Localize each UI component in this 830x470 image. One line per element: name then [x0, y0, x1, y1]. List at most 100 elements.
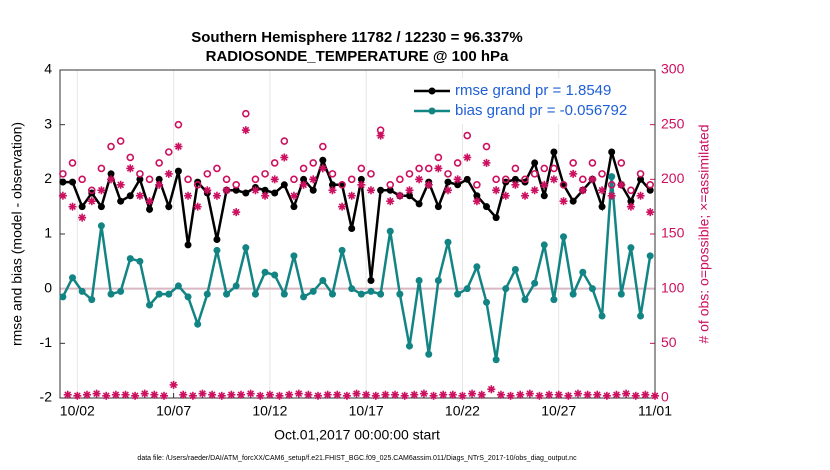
point: [511, 175, 519, 183]
point: [477, 390, 486, 399]
star-stroke: [280, 154, 288, 161]
star-stroke: [449, 391, 457, 399]
star-stroke: [434, 165, 442, 172]
point: [155, 180, 164, 189]
point: [646, 181, 654, 189]
star-stroke: [603, 392, 611, 400]
point: [593, 390, 602, 399]
point: [473, 192, 481, 200]
point: [116, 137, 125, 145]
star-stroke: [512, 181, 519, 189]
point: [602, 391, 611, 400]
point: [631, 391, 640, 400]
star-stroke: [93, 390, 100, 398]
y2-tick-label: 50: [661, 334, 677, 350]
x-tick-label: 10/22: [445, 403, 480, 419]
star-stroke: [459, 392, 466, 400]
point: [626, 202, 635, 211]
point: [627, 244, 635, 252]
point: [608, 173, 616, 181]
star-stroke: [218, 392, 226, 400]
point: [454, 181, 462, 189]
point: [598, 170, 606, 178]
star-stroke: [102, 392, 110, 400]
point: [126, 192, 134, 200]
point: [261, 191, 270, 200]
point: [560, 233, 568, 241]
x-axis-label: Oct.01,2017 00:00:00 start: [274, 427, 440, 443]
point: [521, 296, 529, 304]
point: [208, 390, 217, 399]
star-stroke: [454, 175, 462, 183]
point: [78, 287, 86, 295]
star-stroke: [406, 186, 413, 194]
star-stroke: [98, 186, 105, 194]
point: [203, 290, 211, 298]
star-stroke: [396, 192, 404, 200]
point: [434, 164, 443, 173]
star-stroke: [555, 391, 563, 399]
point: [434, 276, 442, 284]
point: [217, 391, 226, 400]
point: [492, 214, 500, 222]
point: [155, 175, 163, 183]
point: [213, 164, 221, 173]
star-stroke: [348, 192, 356, 200]
point: [468, 389, 477, 398]
point: [377, 290, 385, 298]
y-tick-label: 3: [44, 115, 52, 131]
star-stroke: [377, 132, 385, 139]
star-stroke: [295, 390, 303, 398]
star-stroke: [179, 391, 187, 399]
star-stroke: [487, 385, 495, 393]
point: [188, 391, 197, 400]
point: [290, 252, 298, 260]
point: [155, 290, 163, 298]
point: [511, 266, 519, 274]
point: [107, 142, 115, 151]
y-tick-label: -2: [40, 389, 53, 405]
point: [299, 164, 308, 173]
point: [261, 186, 269, 194]
star-stroke: [232, 208, 240, 216]
point: [174, 120, 183, 129]
point: [545, 390, 554, 399]
point: [63, 390, 72, 399]
point: [405, 170, 414, 178]
point: [444, 238, 452, 246]
point: [145, 175, 154, 184]
point: [251, 186, 260, 195]
star-stroke: [333, 391, 341, 399]
point: [521, 175, 529, 184]
point: [636, 170, 645, 178]
x-tick-label: 10/17: [349, 403, 384, 419]
star-stroke: [319, 165, 327, 172]
point: [69, 178, 77, 186]
point: [117, 287, 125, 295]
chart-subtitle: RADIOSONDE_TEMPERATURE @ 100 hPa: [206, 48, 509, 65]
point: [483, 298, 491, 306]
point: [525, 389, 534, 398]
point: [496, 390, 505, 399]
point: [184, 175, 192, 184]
y-axis-label: rmse and bias (model - observation): [9, 122, 25, 346]
point: [140, 389, 149, 398]
star-stroke: [305, 391, 312, 399]
point: [646, 252, 654, 260]
point: [598, 186, 607, 195]
point: [357, 180, 366, 189]
star-stroke: [122, 391, 129, 399]
point: [285, 390, 294, 399]
point: [607, 191, 616, 200]
star-stroke: [189, 392, 197, 400]
point: [227, 390, 236, 399]
point: [366, 186, 375, 195]
point: [559, 197, 568, 206]
point: [232, 186, 240, 194]
point: [78, 213, 87, 222]
point: [59, 178, 67, 186]
star-stroke: [386, 197, 394, 205]
point: [309, 159, 318, 167]
point: [212, 191, 221, 200]
star-stroke: [242, 126, 250, 134]
